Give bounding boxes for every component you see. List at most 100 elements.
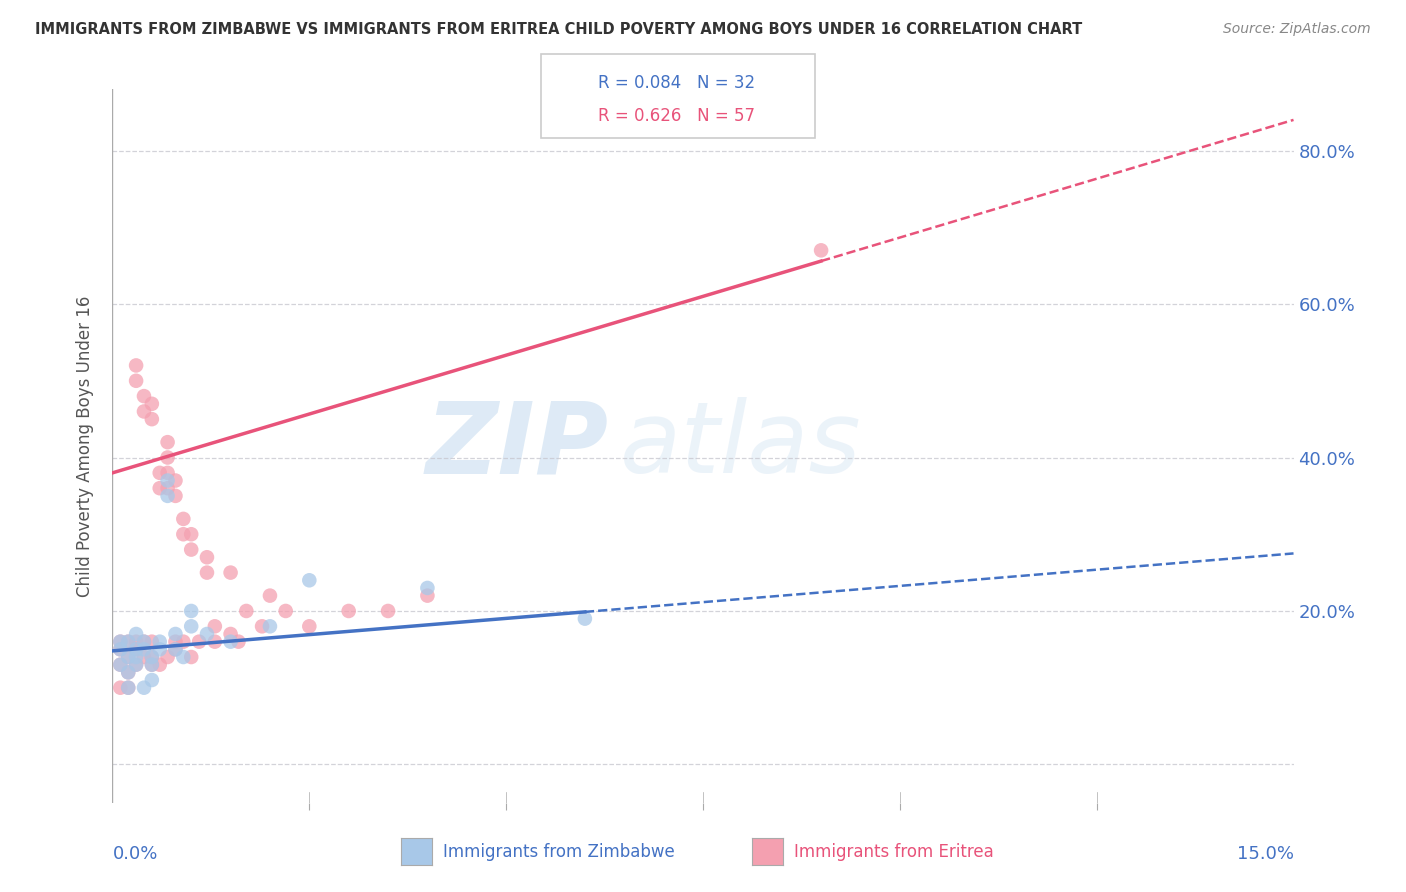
Point (156, 435, 179, 450)
Point (377, 604, 399, 618)
Point (228, 634, 250, 648)
Point (110, 657, 132, 672)
Point (132, 650, 155, 665)
Point (188, 634, 211, 648)
Point (149, 642, 172, 657)
Point (141, 650, 163, 665)
Point (156, 474, 179, 488)
Point (180, 650, 202, 665)
Text: R = 0.084   N = 32: R = 0.084 N = 32 (598, 74, 755, 92)
Point (180, 542, 202, 557)
Text: IMMIGRANTS FROM ZIMBABWE VS IMMIGRANTS FROM ERITREA CHILD POVERTY AMONG BOYS UND: IMMIGRANTS FROM ZIMBABWE VS IMMIGRANTS F… (35, 22, 1083, 37)
Point (117, 665, 139, 680)
Point (149, 657, 172, 672)
Point (250, 619, 273, 633)
Point (125, 642, 148, 657)
Point (298, 574, 321, 588)
Point (125, 657, 148, 672)
Point (110, 657, 132, 672)
Point (165, 634, 187, 648)
Point (117, 650, 139, 665)
Point (110, 642, 132, 657)
Point (156, 481, 179, 495)
Point (165, 489, 187, 503)
Point (110, 634, 132, 648)
Point (165, 474, 187, 488)
Point (172, 634, 194, 648)
Point (274, 604, 297, 618)
Point (149, 634, 172, 648)
Point (117, 634, 139, 648)
Point (125, 627, 148, 641)
Point (117, 634, 139, 648)
Point (219, 566, 242, 580)
Point (125, 374, 148, 388)
Point (117, 665, 139, 680)
Point (149, 466, 172, 480)
Point (141, 657, 163, 672)
Point (117, 681, 139, 695)
Text: Immigrants from Zimbabwe: Immigrants from Zimbabwe (443, 843, 675, 861)
Text: 0.0%: 0.0% (112, 845, 157, 863)
Point (125, 650, 148, 665)
Point (416, 589, 439, 603)
Point (165, 627, 187, 641)
Point (156, 489, 179, 503)
Point (156, 466, 179, 480)
Point (132, 634, 155, 648)
Point (165, 642, 187, 657)
Point (235, 604, 257, 618)
Point (156, 450, 179, 465)
Y-axis label: Child Poverty Among Boys Under 16: Child Poverty Among Boys Under 16 (76, 295, 94, 597)
Point (180, 604, 202, 618)
Point (180, 527, 202, 541)
Point (219, 634, 242, 648)
Point (125, 642, 148, 657)
Point (165, 642, 187, 657)
Point (574, 612, 596, 626)
Point (219, 627, 242, 641)
Point (195, 566, 218, 580)
Point (132, 404, 155, 418)
Point (810, 244, 832, 258)
Point (125, 657, 148, 672)
Text: R = 0.626   N = 57: R = 0.626 N = 57 (598, 107, 755, 125)
Point (110, 681, 132, 695)
Point (204, 634, 226, 648)
Point (125, 359, 148, 373)
Point (204, 619, 226, 633)
Point (259, 589, 281, 603)
Point (132, 642, 155, 657)
Point (141, 634, 163, 648)
Point (298, 619, 321, 633)
Point (195, 550, 218, 565)
Point (416, 581, 439, 595)
Point (172, 650, 194, 665)
Point (337, 604, 360, 618)
Text: 15.0%: 15.0% (1236, 845, 1294, 863)
Point (132, 389, 155, 403)
Text: Immigrants from Eritrea: Immigrants from Eritrea (794, 843, 994, 861)
Point (180, 619, 202, 633)
Point (117, 650, 139, 665)
Point (195, 627, 218, 641)
Point (132, 634, 155, 648)
Point (110, 642, 132, 657)
Point (141, 412, 163, 426)
Point (141, 650, 163, 665)
Point (141, 673, 163, 687)
Text: atlas: atlas (620, 398, 862, 494)
Point (141, 657, 163, 672)
Point (132, 681, 155, 695)
Point (117, 681, 139, 695)
Point (156, 650, 179, 665)
Text: Source: ZipAtlas.com: Source: ZipAtlas.com (1223, 22, 1371, 37)
Point (172, 527, 194, 541)
Point (259, 619, 281, 633)
Point (141, 397, 163, 411)
Point (110, 634, 132, 648)
Text: ZIP: ZIP (426, 398, 609, 494)
Point (149, 481, 172, 495)
Point (172, 512, 194, 526)
Point (125, 634, 148, 648)
